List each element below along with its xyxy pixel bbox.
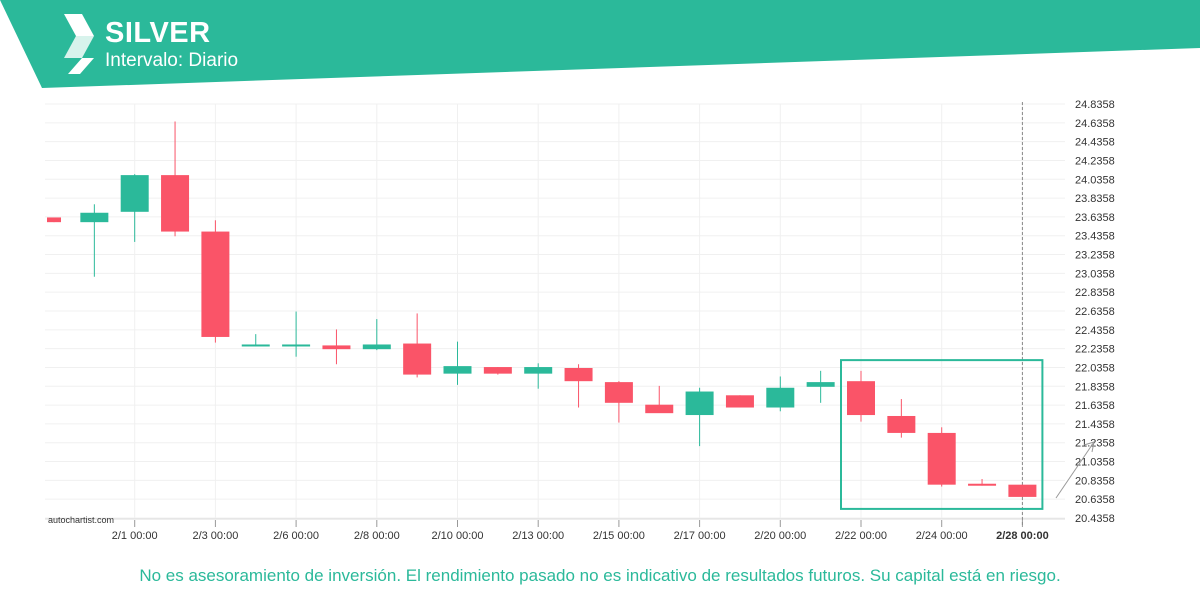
candle-body xyxy=(241,344,270,347)
y-tick-label: 21.0358 xyxy=(1075,457,1115,469)
candle-body xyxy=(604,382,633,403)
projection-arrow-line xyxy=(1055,441,1095,499)
candle-body xyxy=(847,381,875,416)
y-tick-label: 20.4358 xyxy=(1075,513,1115,525)
candle-body xyxy=(443,366,472,374)
y-tick-label: 20.6358 xyxy=(1075,494,1115,506)
header-banner xyxy=(0,0,1200,88)
y-tick-label: 22.2358 xyxy=(1075,344,1115,356)
y-tick-label: 24.8358 xyxy=(1075,99,1115,111)
x-tick-label: 2/15 00:00 xyxy=(593,530,645,542)
x-tick-label: 2/22 00:00 xyxy=(835,530,887,542)
y-tick-label: 24.2358 xyxy=(1075,155,1115,167)
candle-body xyxy=(968,483,997,486)
y-tick-label: 21.2358 xyxy=(1075,438,1115,450)
candle-body xyxy=(403,343,432,375)
y-tick-label: 24.4358 xyxy=(1075,137,1115,149)
candle-body xyxy=(80,212,109,223)
candle-body xyxy=(806,382,835,387)
y-tick-label: 22.0358 xyxy=(1075,362,1115,374)
candle-body xyxy=(725,395,754,408)
x-tick-label: 2/13 00:00 xyxy=(512,530,564,542)
y-tick-label: 20.8358 xyxy=(1075,475,1115,487)
autochartist-logo-icon xyxy=(64,14,94,74)
y-tick-label: 23.6358 xyxy=(1075,212,1115,224)
x-tick-label: 2/17 00:00 xyxy=(674,530,726,542)
x-tick-label: 2/28 00:00 xyxy=(996,530,1049,542)
x-tick-label: 2/24 00:00 xyxy=(916,530,968,542)
candle-body xyxy=(887,415,916,433)
candle-body xyxy=(483,367,512,374)
watermark: autochartist.com xyxy=(48,515,115,525)
x-tick-label: 2/1 00:00 xyxy=(112,530,158,542)
candle-body xyxy=(282,344,311,347)
candle-body xyxy=(1008,484,1037,497)
y-tick-label: 23.0358 xyxy=(1075,268,1115,280)
candle-body xyxy=(362,344,391,350)
y-tick-label: 22.4358 xyxy=(1075,325,1115,337)
candle-body xyxy=(161,175,190,232)
candle-body xyxy=(322,345,351,350)
pattern-highlight-box xyxy=(840,359,1044,510)
interval-label: Intervalo: Diario xyxy=(105,50,239,71)
y-tick-label: 21.4358 xyxy=(1075,419,1115,431)
y-tick-label: 22.8358 xyxy=(1075,287,1115,299)
y-tick-label: 23.2358 xyxy=(1075,250,1115,262)
x-tick-label: 2/8 00:00 xyxy=(354,530,400,542)
candle-body xyxy=(766,387,795,408)
candle-body xyxy=(645,404,674,414)
candle-body xyxy=(47,217,61,223)
y-tick-label: 22.6358 xyxy=(1075,306,1115,318)
x-tick-label: 2/10 00:00 xyxy=(432,530,484,542)
candle-body xyxy=(120,175,149,212)
y-tick-label: 23.8358 xyxy=(1075,193,1115,205)
candle-body xyxy=(524,367,553,374)
candle-body xyxy=(927,432,956,485)
candle-body xyxy=(201,231,230,337)
y-tick-label: 24.6358 xyxy=(1075,118,1115,130)
x-tick-label: 2/3 00:00 xyxy=(192,530,238,542)
y-tick-label: 21.8358 xyxy=(1075,381,1115,393)
projection-arrow-head xyxy=(1083,441,1095,453)
symbol-title: SILVER xyxy=(105,17,211,49)
x-tick-label: 2/6 00:00 xyxy=(273,530,319,542)
candle-body xyxy=(564,368,593,382)
y-tick-label: 24.0358 xyxy=(1075,174,1115,186)
x-tick-label: 2/20 00:00 xyxy=(754,530,806,542)
y-tick-label: 23.4358 xyxy=(1075,231,1115,243)
candle-body xyxy=(685,391,714,416)
disclaimer-text: No es asesoramiento de inversión. El ren… xyxy=(139,566,1061,585)
y-tick-label: 21.6358 xyxy=(1075,400,1115,412)
